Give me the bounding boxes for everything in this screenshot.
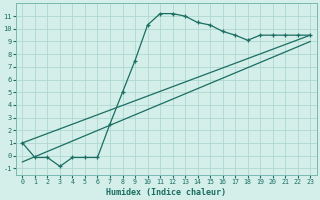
X-axis label: Humidex (Indice chaleur): Humidex (Indice chaleur)	[106, 188, 226, 197]
